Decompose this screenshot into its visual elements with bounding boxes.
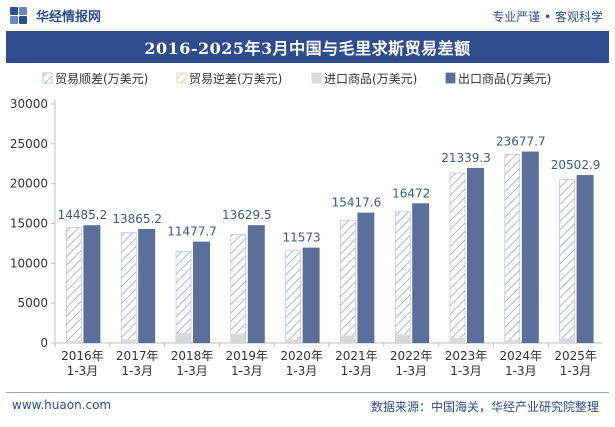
y-tick-label: 15000 bbox=[10, 217, 48, 231]
x-tick-label: 2019年 1-3月 bbox=[226, 349, 269, 378]
surplus-data-label: 14485.2 bbox=[58, 208, 108, 222]
import-bar bbox=[230, 333, 246, 343]
import-bar bbox=[66, 340, 82, 343]
x-tick-label: 2025年 1-3月 bbox=[554, 349, 597, 378]
slogan: 专业严谨 • 客观科学 bbox=[492, 10, 603, 24]
y-tick-label: 0 bbox=[40, 336, 48, 350]
surplus-data-label: 11477.7 bbox=[167, 225, 217, 239]
x-tick-label: 2017年 1-3月 bbox=[116, 349, 159, 378]
y-axis: 0 5000 10000 15000 20000 25000 30000 bbox=[10, 97, 56, 350]
export-bar bbox=[138, 228, 156, 343]
export-bar bbox=[467, 167, 484, 343]
x-tick-label: 2016年 1-3月 bbox=[61, 349, 104, 378]
legend-swatch bbox=[176, 72, 187, 84]
title-bar: 2016-2025年3月中国与毛里求斯贸易差额 bbox=[6, 31, 609, 63]
surplus-data-label: 21339.3 bbox=[441, 151, 491, 165]
y-tick-label: 20000 bbox=[10, 177, 48, 191]
export-bar bbox=[521, 151, 539, 343]
surplus-bar bbox=[340, 219, 356, 344]
import-bar bbox=[395, 334, 411, 343]
surplus-bar bbox=[66, 227, 82, 344]
bars bbox=[66, 151, 594, 344]
x-tick-label: 2020年 1-3月 bbox=[280, 349, 323, 378]
export-bar bbox=[83, 225, 101, 343]
legend-label: 进口商品(万美元) bbox=[324, 71, 417, 86]
surplus-data-label: 13629.5 bbox=[222, 208, 272, 222]
export-bar bbox=[576, 175, 594, 343]
import-bar bbox=[559, 338, 575, 343]
footer-source: 数据来源：中国海关，华经产业研究院整理 bbox=[370, 400, 599, 414]
x-tick-label: 2023年 1-3月 bbox=[445, 349, 488, 378]
export-bar bbox=[357, 212, 375, 343]
x-tick-label: 2022年 1-3月 bbox=[390, 349, 433, 378]
x-tick-label: 2024年 1-3月 bbox=[500, 349, 543, 378]
import-bar bbox=[450, 337, 465, 343]
import-bar bbox=[121, 339, 137, 343]
chart-title: 2016-2025年3月中国与毛里求斯贸易差额 bbox=[144, 39, 471, 58]
import-bar bbox=[340, 335, 356, 343]
legend: 贸易顺差(万美元) 贸易逆差(万美元) 进口商品(万美元) 出口商品(万美元) bbox=[42, 71, 551, 86]
surplus-bar bbox=[394, 211, 411, 344]
surplus-data-label: 20502.9 bbox=[551, 158, 601, 172]
x-tick-label: 2021年 1-3月 bbox=[335, 349, 378, 378]
surplus-bar bbox=[230, 234, 247, 344]
brand-name: 华经情报网 bbox=[36, 9, 102, 25]
surplus-bar bbox=[504, 154, 521, 344]
legend-swatch bbox=[311, 72, 322, 84]
legend-label: 贸易顺差(万美元) bbox=[55, 72, 148, 86]
legend-label: 贸易逆差(万美元) bbox=[189, 71, 282, 86]
surplus-data-label: 11573 bbox=[283, 231, 321, 245]
export-bar bbox=[193, 241, 210, 343]
surplus-bar bbox=[175, 251, 192, 344]
y-tick-label: 25000 bbox=[10, 137, 48, 151]
import-bar bbox=[504, 340, 520, 343]
surplus-bar bbox=[120, 232, 137, 344]
footer-website[interactable]: www.huaon.com bbox=[12, 398, 112, 412]
surplus-bar bbox=[449, 172, 466, 344]
y-tick-label: 30000 bbox=[10, 97, 48, 111]
export-bar bbox=[412, 203, 430, 343]
y-tick-label: 10000 bbox=[10, 256, 48, 270]
x-axis: 2016年 1-3月 2017年 1-3月 2018年 1-3月 2019年 1-3月 2020… bbox=[54, 342, 603, 378]
legend-swatch bbox=[445, 72, 456, 84]
surplus-bar bbox=[559, 179, 575, 344]
surplus-data-label: 13865.2 bbox=[112, 212, 162, 226]
brand-logo-icon bbox=[10, 7, 27, 24]
surplus-data-label: 16472 bbox=[392, 186, 430, 200]
x-tick-label: 2018年 1-3月 bbox=[171, 349, 214, 378]
surplus-data-label: 15417.6 bbox=[332, 196, 382, 210]
export-bar bbox=[302, 247, 320, 343]
footer-divider bbox=[6, 392, 609, 393]
surplus-bar bbox=[285, 250, 301, 344]
legend-label: 出口商品(万美元) bbox=[458, 71, 551, 86]
import-bar bbox=[176, 333, 191, 343]
brand[interactable]: 华经情报网 bbox=[8, 5, 101, 25]
legend-swatch bbox=[42, 72, 53, 84]
data-labels: 14485.2 13865.2 11477.7 13629.5 11573 15417.6… bbox=[58, 135, 601, 245]
top-bar: 华经情报网 专业严谨 • 客观科学 bbox=[0, 0, 615, 30]
y-tick-label: 5000 bbox=[17, 296, 48, 310]
import-bar bbox=[285, 339, 301, 343]
export-bar bbox=[247, 225, 265, 343]
surplus-data-label: 23677.7 bbox=[496, 135, 546, 149]
